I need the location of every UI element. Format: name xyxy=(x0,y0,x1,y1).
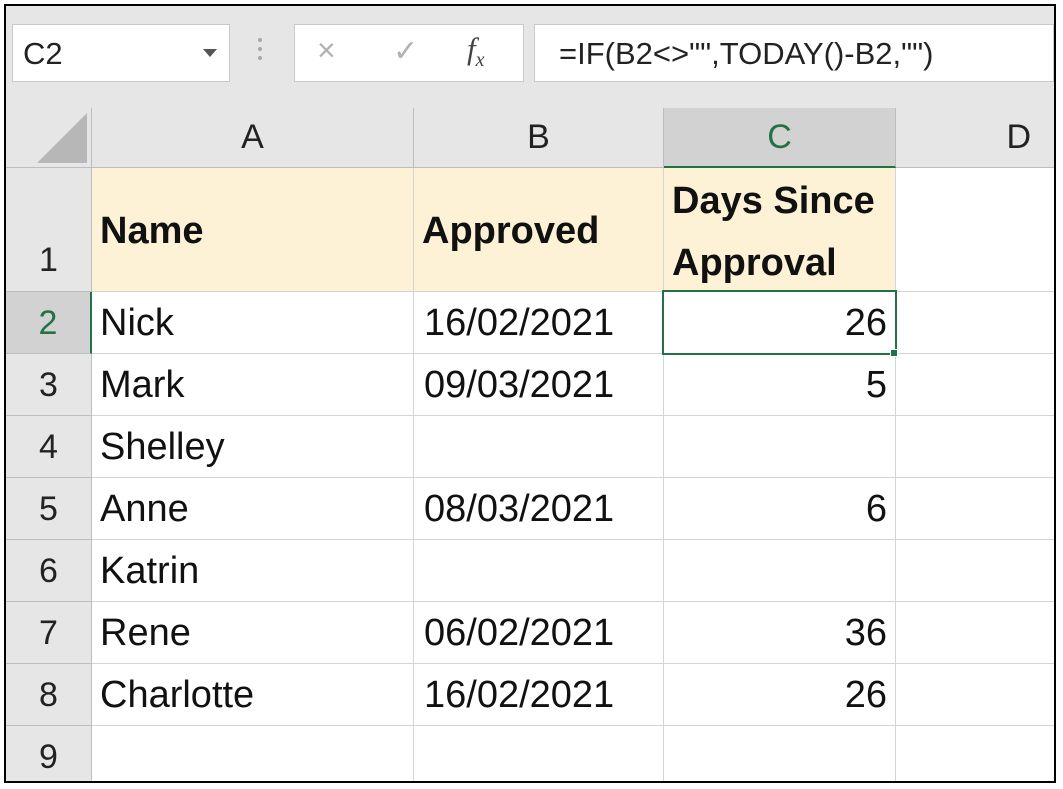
approved-value: 16/02/2021 xyxy=(424,674,615,716)
cell-d2[interactable] xyxy=(896,292,1054,354)
enter-check-icon[interactable]: ✓ xyxy=(393,35,419,68)
cell-c2[interactable]: 26 xyxy=(664,292,896,354)
cell-b3[interactable]: 09/03/2021 xyxy=(414,354,664,416)
row-header-6[interactable]: 6 xyxy=(6,540,92,602)
days-value: 6 xyxy=(865,488,887,530)
approved-value: 09/03/2021 xyxy=(424,364,615,406)
column-header-a[interactable]: A xyxy=(92,108,414,168)
days-value: 26 xyxy=(844,674,887,716)
name-box[interactable]: C2 xyxy=(12,24,230,82)
cell-b8[interactable]: 16/02/2021 xyxy=(414,664,664,726)
header-days-line2: Approval xyxy=(672,242,837,284)
cell-a4[interactable]: Shelley xyxy=(92,416,414,478)
row-header-5[interactable]: 5 xyxy=(6,478,92,540)
formula-buttons: × ✓ fx xyxy=(294,24,524,82)
formula-bar-area: C2 × ✓ fx =IF(B2<>"",TODAY()-B2,"") xyxy=(6,6,1054,108)
name-value: Anne xyxy=(100,488,189,530)
vertical-dots-icon[interactable] xyxy=(257,38,263,68)
row-header-2[interactable]: 2 xyxy=(6,292,92,354)
cell-c9[interactable] xyxy=(664,726,896,781)
column-header-c[interactable]: C xyxy=(664,108,896,168)
cell-c5[interactable]: 6 xyxy=(664,478,896,540)
cell-d5[interactable] xyxy=(896,478,1054,540)
cell-a2[interactable]: Nick xyxy=(92,292,414,354)
row-header-9[interactable]: 9 xyxy=(6,726,92,781)
cell-a9[interactable] xyxy=(92,726,414,781)
cell-c6[interactable] xyxy=(664,540,896,602)
name-value: Mark xyxy=(100,364,185,406)
cell-b6[interactable] xyxy=(414,540,664,602)
name-value: Nick xyxy=(100,302,174,344)
cell-b7[interactable]: 06/02/2021 xyxy=(414,602,664,664)
insert-function-icon[interactable]: fx xyxy=(467,31,485,72)
cancel-icon[interactable]: × xyxy=(317,32,336,68)
column-header-d[interactable]: D xyxy=(896,108,1054,168)
cell-d6[interactable] xyxy=(896,540,1054,602)
select-all-icon[interactable] xyxy=(37,113,87,163)
fill-handle[interactable] xyxy=(890,349,898,357)
cell-b5[interactable]: 08/03/2021 xyxy=(414,478,664,540)
cell-b1[interactable]: Approved xyxy=(414,168,664,292)
row-header-4[interactable]: 4 xyxy=(6,416,92,478)
cell-a3[interactable]: Mark xyxy=(92,354,414,416)
cell-c3[interactable]: 5 xyxy=(664,354,896,416)
cell-c1[interactable]: Days Since Approval xyxy=(664,168,896,292)
row-header-7[interactable]: 7 xyxy=(6,602,92,664)
name-value: Katrin xyxy=(100,550,200,592)
select-all-corner[interactable] xyxy=(6,108,92,168)
formula-text: =IF(B2<>"",TODAY()-B2,"") xyxy=(559,36,934,71)
row-header-8[interactable]: 8 xyxy=(6,664,92,726)
excel-window: C2 × ✓ fx =IF(B2<>"",TODAY()-B2,"") A B … xyxy=(4,4,1056,783)
cell-a6[interactable]: Katrin xyxy=(92,540,414,602)
formula-input[interactable]: =IF(B2<>"",TODAY()-B2,"") xyxy=(534,24,1054,82)
days-value: 26 xyxy=(844,302,887,344)
cell-d3[interactable] xyxy=(896,354,1054,416)
row-header-1[interactable]: 1 xyxy=(6,168,92,292)
cell-a8[interactable]: Charlotte xyxy=(92,664,414,726)
header-approved: Approved xyxy=(422,210,600,252)
row-header-3[interactable]: 3 xyxy=(6,354,92,416)
cell-b9[interactable] xyxy=(414,726,664,781)
column-header-b[interactable]: B xyxy=(414,108,664,168)
name-value: Charlotte xyxy=(100,674,255,716)
cell-a7[interactable]: Rene xyxy=(92,602,414,664)
approved-value: 16/02/2021 xyxy=(424,302,615,344)
cell-d8[interactable] xyxy=(896,664,1054,726)
cell-c8[interactable]: 26 xyxy=(664,664,896,726)
days-value: 5 xyxy=(865,364,887,406)
cell-a1[interactable]: Name xyxy=(92,168,414,292)
cell-d9[interactable] xyxy=(896,726,1054,781)
cell-d1[interactable] xyxy=(896,168,1054,292)
cell-d7[interactable] xyxy=(896,602,1054,664)
name-value: Rene xyxy=(100,612,191,654)
name-box-value: C2 xyxy=(23,36,63,71)
cell-a5[interactable]: Anne xyxy=(92,478,414,540)
row-number: 1 xyxy=(39,241,58,279)
cell-b2[interactable]: 16/02/2021 xyxy=(414,292,664,354)
approved-value: 06/02/2021 xyxy=(424,612,615,654)
chevron-down-icon[interactable] xyxy=(203,49,217,57)
name-value: Shelley xyxy=(100,426,225,468)
header-days-line1: Days Since xyxy=(672,180,875,222)
cell-b4[interactable] xyxy=(414,416,664,478)
header-name: Name xyxy=(100,210,204,252)
days-value: 36 xyxy=(844,612,887,654)
cell-c4[interactable] xyxy=(664,416,896,478)
cell-c7[interactable]: 36 xyxy=(664,602,896,664)
approved-value: 08/03/2021 xyxy=(424,488,615,530)
cell-d4[interactable] xyxy=(896,416,1054,478)
